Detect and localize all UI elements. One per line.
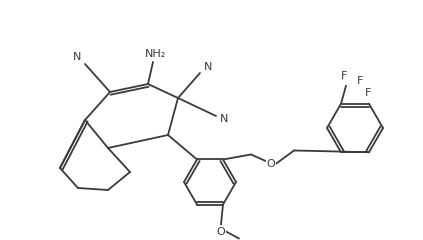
- Text: N: N: [220, 114, 228, 124]
- Text: F: F: [341, 71, 347, 81]
- Text: F: F: [365, 88, 371, 98]
- Text: F: F: [357, 76, 363, 86]
- Text: O: O: [266, 160, 275, 169]
- Text: N: N: [73, 52, 81, 62]
- Text: NH₂: NH₂: [144, 49, 166, 59]
- Text: O: O: [217, 227, 225, 236]
- Text: N: N: [204, 62, 212, 72]
